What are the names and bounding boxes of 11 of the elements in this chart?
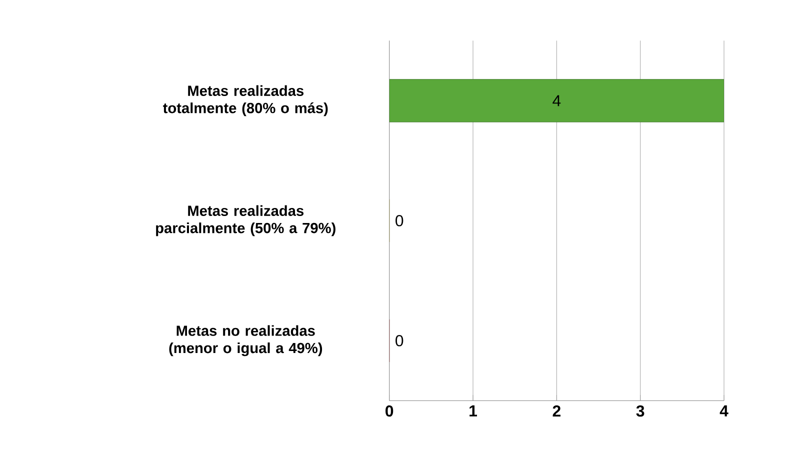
y-tick-label: Metas realizadas totalmente (80% o más) [163, 85, 328, 116]
x-tick-label: 0 [386, 405, 394, 417]
x-tick-label: 2 [552, 405, 560, 416]
x-tick-label: 3 [636, 405, 644, 417]
y-tick-label: Metas realizadas parcialmente (50% a 79%) [156, 205, 336, 236]
data-label: 0 [396, 215, 404, 226]
data-label: 0 [396, 335, 404, 346]
y-tick-label: Metas no realizadas (menor o igual a 49%) [169, 325, 322, 356]
x-tick-label: 1 [470, 405, 477, 416]
data-label: 4 [552, 95, 561, 106]
x-tick-label: 4 [720, 405, 728, 416]
